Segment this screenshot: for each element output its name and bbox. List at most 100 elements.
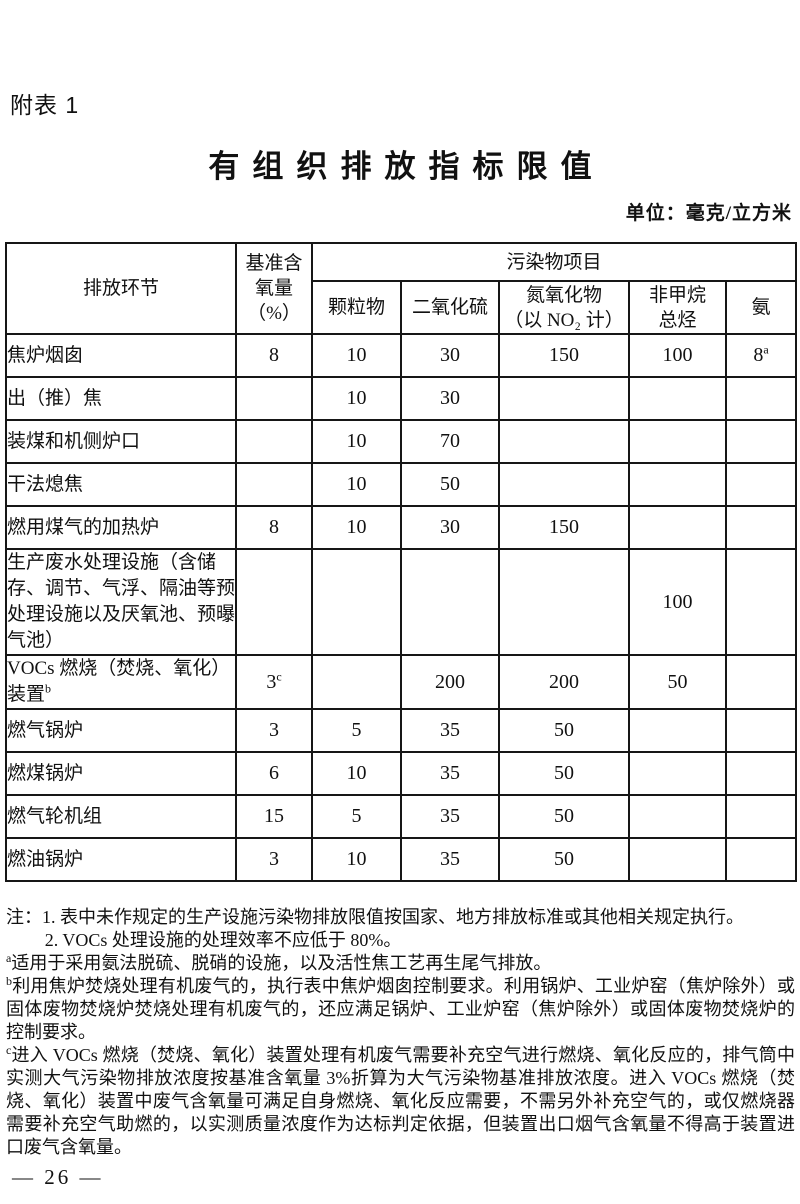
header-row-group: 排放环节 基准含 氧量 （%） 污染物项目 (5, 242, 798, 335)
value-cell: 200 (498, 654, 630, 710)
pollutant-group-header: 污染物项目 (310, 242, 798, 282)
header-row-pollutants: 颗粒物 二氧化硫 氮氧化物 （以 NO₂ 计） 非甲烷 总烃氨 (6, 280, 798, 335)
value-cell: 15 (235, 794, 313, 839)
value-cell (235, 419, 313, 464)
stage-label-cell: 干法熄焦 (5, 462, 237, 507)
value-cell: 5 (311, 708, 402, 753)
value-cell: 10 (311, 462, 402, 507)
value-cell: 50 (400, 462, 500, 507)
stage-label-cell: 燃气轮机组 (5, 794, 237, 839)
value-cell: 50 (498, 708, 630, 753)
value-cell (724, 794, 798, 839)
note-paragraph: b利用焦炉焚烧处理有机废气的，执行表中焦炉烟囱控制要求。利用锅炉、工业炉窑（焦炉… (6, 974, 795, 1042)
value-cell (724, 462, 798, 507)
value-cell (724, 654, 798, 710)
value-cell: 10 (311, 505, 402, 550)
value-cell (628, 708, 727, 753)
stage-label-cell: VOCs 燃烧（焚烧、氧化）装置b (5, 654, 237, 710)
value-cell: 10 (311, 333, 402, 378)
value-cell (724, 419, 798, 464)
stage-label-cell: 燃气锅炉 (5, 708, 237, 753)
value-cell: 8 (235, 333, 313, 378)
value-cell: 30 (400, 505, 500, 550)
value-cell: 3 (235, 837, 313, 882)
value-cell: 50 (498, 837, 630, 882)
value-cell (235, 376, 313, 421)
value-cell: 150 (498, 333, 630, 378)
value-cell: 70 (400, 419, 500, 464)
value-cell (235, 462, 313, 507)
value-cell: 6 (235, 751, 313, 796)
stage-label-cell: 燃煤锅炉 (5, 751, 237, 796)
value-cell (400, 548, 500, 656)
value-cell (724, 751, 798, 796)
table-row: 生产废水处理设施（含储存、调节、气浮、隔油等预处理设施以及厌氧池、预曝气池） 10… (5, 548, 798, 656)
pollutant-header-cell: 氨 (724, 280, 798, 335)
pollutant-header-cell: 非甲烷 总烃 (628, 280, 727, 335)
value-cell (628, 505, 727, 550)
value-cell (498, 548, 630, 656)
value-cell (311, 548, 402, 656)
stage-label-cell: 燃用煤气的加热炉 (5, 505, 237, 550)
value-cell: 30 (400, 376, 500, 421)
value-cell (628, 462, 727, 507)
table-row: 燃用煤气的加热炉 8 10 30 150 (5, 505, 798, 550)
value-cell: 10 (311, 837, 402, 882)
table-row: 装煤和机侧炉口 10 70 (5, 419, 798, 464)
table-row: 出（推）焦 10 30 (5, 376, 798, 421)
value-cell: 8a (724, 333, 798, 378)
value-cell (498, 419, 630, 464)
value-cell: 50 (628, 654, 727, 710)
pollutant-header-cell: 颗粒物 (311, 280, 402, 335)
stage-label-cell: 燃油锅炉 (5, 837, 237, 882)
value-cell: 35 (400, 837, 500, 882)
table-row: 燃气轮机组 15 5 35 50 (5, 794, 798, 839)
value-cell (628, 837, 727, 882)
table-row: 焦炉烟囱 8 10 30 150 100 8a (5, 333, 798, 378)
table-row: 燃煤锅炉 6 10 35 50 (5, 751, 798, 796)
pollutant-header-cell: 氮氧化物 （以 NO₂ 计） (498, 280, 630, 335)
stage-label-cell: 焦炉烟囱 (5, 333, 237, 378)
value-cell: 10 (311, 376, 402, 421)
page-number: — 26 — (12, 1165, 104, 1189)
oxygen-header-line2: 氧量 (254, 278, 293, 299)
value-cell (235, 548, 313, 656)
table-row: 干法熄焦 10 50 (5, 462, 798, 507)
value-cell (724, 505, 798, 550)
value-cell (628, 751, 727, 796)
value-cell: 35 (400, 751, 500, 796)
value-cell: 8 (235, 505, 313, 550)
note-paragraph: 2. VOCs 处理设施的处理效率不应低于 80%。 (44, 930, 402, 950)
stage-label-cell: 生产废水处理设施（含储存、调节、气浮、隔油等预处理设施以及厌氧池、预曝气池） (5, 548, 237, 656)
unit-label: 单位：毫克/立方米 (625, 203, 792, 224)
value-cell: 35 (400, 794, 500, 839)
stage-label-cell: 出（推）焦 (5, 376, 237, 421)
appendix-table-label: 附表 1 (10, 92, 80, 118)
oxygen-header-line3: （%） (247, 303, 301, 324)
value-cell: 150 (498, 505, 630, 550)
page-title: 有组织排放指标限值 (208, 149, 605, 184)
oxygen-header-line1: 基准含 (245, 253, 303, 274)
stage-label-cell: 装煤和机侧炉口 (5, 419, 237, 464)
table-row: 燃油锅炉 3 10 35 50 (5, 837, 798, 882)
note-paragraph: c进入 VOCs 燃烧（焚烧、氧化）装置处理有机废气需要补充空气进行燃烧、氧化反… (6, 1043, 795, 1157)
table-body: 焦炉烟囱 8 10 30 150 100 8a 出（推）焦 10 30 装煤和机侧炉口 10 70 干法熄… (5, 333, 798, 882)
value-cell: 3 (235, 708, 313, 753)
table-row: 燃气锅炉 3 5 35 50 (5, 708, 798, 753)
table-row: VOCs 燃烧（焚烧、氧化）装置b 3c 200 200 50 (5, 654, 798, 710)
value-cell: 3c (235, 654, 313, 710)
value-cell: 30 (400, 333, 500, 378)
emission-limits-table: 排放环节 基准含 氧量 （%） 污染物项目 颗粒物 二氧化硫 氮氧化物 （以 NO₂ 计）… (5, 242, 798, 882)
pollutant-header-cell: 二氧化硫 (400, 280, 500, 335)
value-cell (498, 462, 630, 507)
note-paragraph: a适用于采用氨法脱硫、脱硝的设施，以及活性焦工艺再生尾气排放。 (6, 951, 552, 973)
value-cell: 35 (400, 708, 500, 753)
value-cell: 10 (311, 751, 402, 796)
value-cell (724, 837, 798, 882)
oxygen-column-header: 基准含氧量 （%） (235, 242, 313, 335)
value-cell: 100 (628, 333, 727, 378)
note-paragraph: 注：1. 表中未作规定的生产设施污染物排放限值按国家、地方排放标准或其他相关规定… (6, 907, 744, 927)
value-cell (724, 548, 798, 656)
notes-section: 注：1. 表中未作规定的生产设施污染物排放限值按国家、地方排放标准或其他相关规定… (6, 906, 795, 1159)
